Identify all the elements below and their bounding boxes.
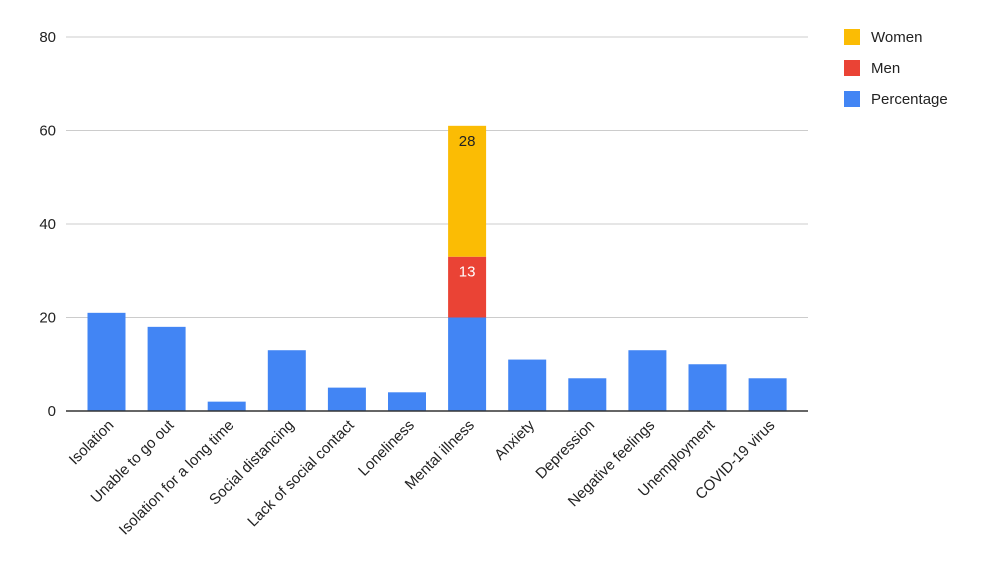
x-category-label: Lack of social contact [244, 416, 358, 530]
bar-percentage-1 [147, 326, 186, 411]
legend-label-men: Men [871, 60, 900, 77]
legend-swatch-women [844, 29, 860, 45]
y-axis-ticks: 0 20 40 60 80 [39, 29, 56, 420]
x-category-label: Isolation [66, 417, 118, 469]
bar-percentage-11 [748, 378, 787, 411]
y-tick-label: 60 [39, 123, 56, 140]
legend-swatch-percentage [844, 91, 860, 107]
bar-percentage-0 [87, 312, 126, 411]
legend-label-percentage: Percentage [871, 91, 948, 108]
y-tick-label: 20 [39, 310, 56, 327]
bar-percentage-5 [388, 392, 426, 411]
x-category-label: Isolation for a long time [116, 417, 238, 539]
y-tick-label: 80 [39, 29, 56, 46]
bar-percentage-9 [628, 350, 667, 411]
bar-percentage-7 [508, 359, 547, 411]
bars [87, 125, 787, 411]
y-tick-label: 0 [48, 403, 56, 420]
bar-percentage-3 [267, 350, 306, 411]
bar-men-6 [448, 256, 487, 318]
y-tick-label: 40 [39, 216, 56, 233]
x-category-label: Anxiety [491, 416, 538, 463]
bar-percentage-10 [688, 364, 727, 411]
bar-percentage-8 [568, 378, 607, 411]
x-category-label: Loneliness [355, 417, 418, 480]
x-category-label: Depression [532, 417, 598, 483]
bar-percentage-4 [327, 387, 366, 411]
data-labels: 13 28 [459, 133, 476, 281]
data-label-women: 28 [459, 133, 476, 150]
bar-women-6 [448, 125, 487, 257]
legend: Women Men Percentage [844, 29, 948, 108]
gridlines [66, 36, 808, 318]
data-label-men: 13 [459, 264, 476, 281]
legend-label-women: Women [871, 29, 922, 46]
bar-percentage-6 [448, 317, 487, 411]
bar-percentage-2 [207, 401, 246, 411]
legend-swatch-men [844, 60, 860, 76]
